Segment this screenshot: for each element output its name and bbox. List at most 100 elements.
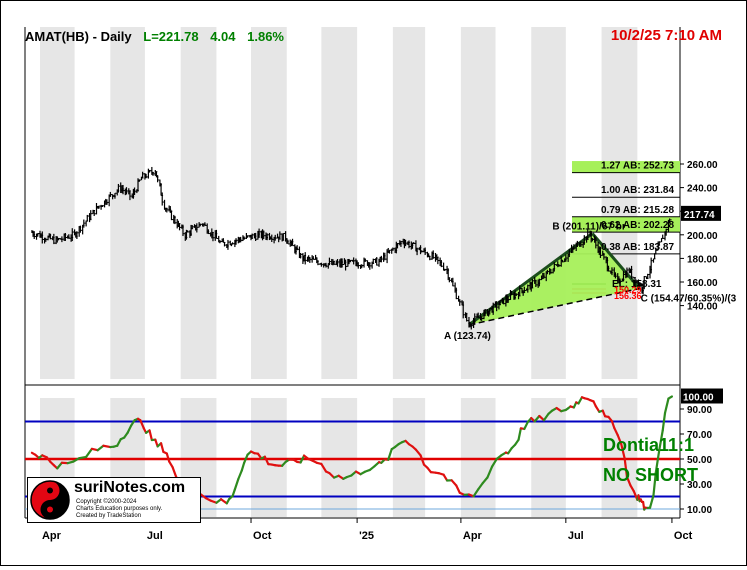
price-tick-label: 160.00 <box>687 278 718 289</box>
osc-segment <box>519 428 521 439</box>
change-value: 4.04 <box>210 29 235 44</box>
month-band <box>40 27 75 379</box>
price-bar <box>91 210 93 220</box>
osc-segment <box>456 486 459 493</box>
price-bar <box>216 230 218 239</box>
price-bar <box>34 231 36 239</box>
month-band <box>393 27 425 379</box>
osc-segment <box>301 456 304 463</box>
time-tick-label: '25 <box>359 530 374 542</box>
price-bar <box>377 257 379 266</box>
price-bar <box>313 256 315 259</box>
price-bar <box>453 278 455 287</box>
price-tick-label: 240.00 <box>687 184 718 195</box>
osc-segment <box>173 467 176 476</box>
time-tick-label: Jul <box>568 530 584 542</box>
osc-tick-label: 10.00 <box>687 505 712 516</box>
pattern-label-c: C (154.47/60.35%)/(3 <box>641 294 737 305</box>
price-bar <box>175 216 177 224</box>
osc-segment <box>668 397 671 399</box>
osc-tick-label: 90.00 <box>687 405 712 416</box>
osc-segment <box>665 399 668 413</box>
price-bar <box>365 258 367 262</box>
change-pct: 1.86% <box>247 29 284 44</box>
price-bar <box>153 172 155 176</box>
price-bar <box>223 238 225 242</box>
price-bar <box>38 233 40 237</box>
price-bar <box>651 258 653 274</box>
price-bar <box>362 264 364 268</box>
yin-yang-icon <box>29 479 71 521</box>
price-tick-label: 260.00 <box>687 160 718 171</box>
timestamp: 10/2/25 7:10 AM <box>611 27 722 44</box>
signal-text-1: Dontia11:1 <box>603 435 694 455</box>
time-tick-label: Apr <box>42 530 62 542</box>
price-bar <box>293 239 295 246</box>
price-bar <box>433 250 435 258</box>
price-bar <box>445 269 447 271</box>
time-tick-label: Oct <box>253 530 272 542</box>
last-price-tag: 217.74 <box>684 210 715 221</box>
price-bar <box>358 262 360 268</box>
price-bar <box>107 199 109 205</box>
price-bar <box>456 288 458 300</box>
osc-segment <box>150 430 152 440</box>
price-bar <box>425 248 427 256</box>
price-bar <box>381 256 383 263</box>
price-bar <box>86 221 88 227</box>
price-bar <box>84 220 86 228</box>
month-band-osc <box>461 398 496 517</box>
price-bar <box>80 226 82 233</box>
price-bar <box>99 206 101 209</box>
price-bar <box>288 240 290 244</box>
price-bar <box>441 260 443 267</box>
osc-last-tag: 100.00 <box>683 393 714 404</box>
fib-level-label: 0.79 AB: 215.28 <box>601 205 674 216</box>
price-bar <box>233 242 235 244</box>
logo-created: Created by TradeStation <box>76 513 141 519</box>
price-bar <box>228 240 230 250</box>
price-tick-label: 180.00 <box>687 254 718 265</box>
price-bar <box>167 208 169 213</box>
osc-segment <box>238 470 241 479</box>
logo-copyright: Copyright ©2000-2024 <box>76 499 136 505</box>
price-bar <box>301 253 303 258</box>
chart-header: AMAT(HB) - Daily L=221.78 4.04 1.86% <box>25 29 284 44</box>
price-bar <box>385 253 387 260</box>
fib-level-label: 1.27 AB: 252.73 <box>601 161 674 172</box>
osc-segment <box>161 443 163 452</box>
price-bar <box>77 231 79 239</box>
price-bar <box>310 257 312 263</box>
month-band <box>531 27 566 379</box>
month-band-osc <box>321 398 357 517</box>
price-bar <box>244 236 246 239</box>
price-bar <box>663 235 665 239</box>
price-tick-label: 200.00 <box>687 231 718 242</box>
stop-label-b: 156.36 <box>614 291 642 301</box>
price-bar <box>171 210 173 220</box>
price-bar <box>102 205 104 206</box>
pattern-label-a: A (123.74) <box>444 331 491 342</box>
signal-text-2: NO SHORT <box>603 465 698 485</box>
price-bar <box>297 245 299 250</box>
last-price: L=221.78 <box>143 29 198 44</box>
logo-brand: suriNotes.com <box>74 479 185 497</box>
logo-box: suriNotes.com Copyright ©2000-2024 Chart… <box>27 477 201 523</box>
price-bar <box>370 262 372 270</box>
price-bar <box>94 210 96 216</box>
month-band <box>251 27 287 379</box>
price-bar <box>248 235 250 237</box>
month-band-osc <box>531 398 566 517</box>
pattern-label-b: B (201.11)/67 br <box>552 221 625 232</box>
month-band-osc <box>251 398 287 517</box>
time-tick-label: Oct <box>674 530 693 542</box>
price-bar <box>224 242 226 246</box>
price-bar <box>318 260 320 265</box>
month-band <box>181 27 217 379</box>
osc-segment <box>86 449 92 457</box>
fib-level-label: 0.38 AB: 183.87 <box>601 242 674 253</box>
price-bar <box>241 237 243 242</box>
price-bar <box>430 256 432 261</box>
price-bar <box>87 215 89 221</box>
